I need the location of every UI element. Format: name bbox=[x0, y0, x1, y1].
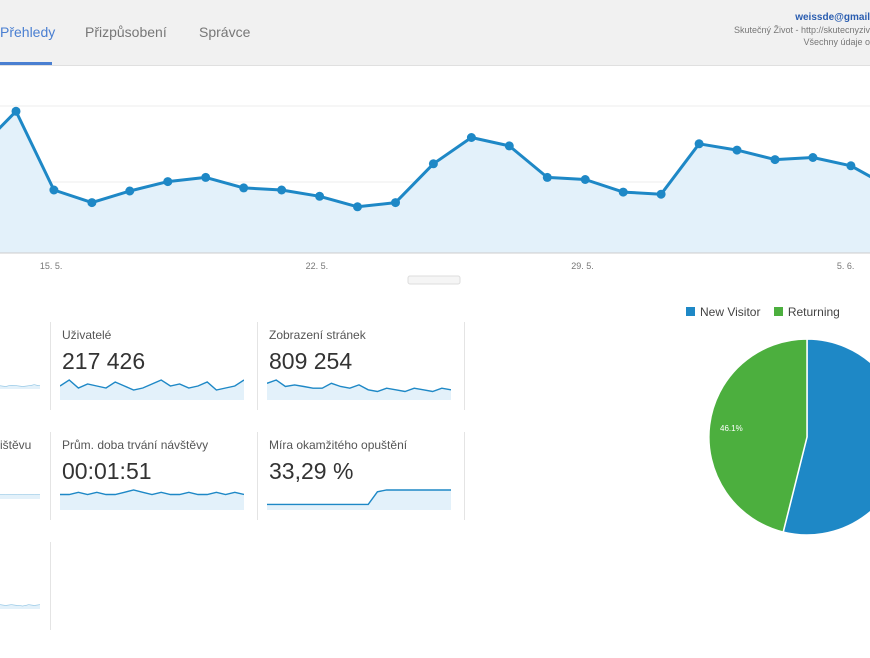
tile-divider bbox=[50, 542, 51, 630]
pie-slice-returning bbox=[708, 338, 808, 534]
tile-divider bbox=[464, 432, 465, 520]
sparkline-area bbox=[267, 380, 451, 400]
account-info[interactable]: weissde@gmail Skutečný Život - http://sk… bbox=[680, 12, 870, 48]
tab-customization[interactable]: Přizpůsobení bbox=[85, 24, 167, 40]
sparkline-area bbox=[0, 604, 40, 610]
account-view: Všechny údaje o bbox=[803, 37, 870, 47]
legend-label: Returning bbox=[787, 305, 840, 319]
sparkline-line bbox=[60, 379, 244, 391]
legend-label: New Visitor bbox=[700, 305, 761, 319]
data-point-18 bbox=[656, 189, 666, 199]
data-point-2 bbox=[49, 185, 59, 195]
data-point-7 bbox=[239, 183, 249, 193]
data-point-11 bbox=[391, 198, 400, 208]
data-point-17 bbox=[618, 187, 628, 197]
sparkline-area bbox=[60, 380, 244, 400]
tab-admin[interactable]: Správce bbox=[199, 24, 251, 40]
active-tab-indicator bbox=[0, 62, 52, 65]
metric-label: ištěvu bbox=[0, 438, 32, 452]
tile-divider bbox=[257, 322, 258, 410]
data-point-9 bbox=[315, 191, 325, 201]
metric-sparkline bbox=[0, 384, 40, 390]
metric-sparkline bbox=[267, 379, 451, 400]
x-tick-label: 5. 6. bbox=[837, 261, 855, 271]
sparkline-line bbox=[0, 604, 40, 607]
tile-divider bbox=[257, 432, 258, 520]
tile-divider bbox=[50, 432, 51, 520]
data-point-4 bbox=[125, 186, 135, 196]
chart-points bbox=[11, 106, 856, 212]
metric-tile-partial-1[interactable] bbox=[0, 322, 46, 410]
metric-value: 33,29 % bbox=[269, 458, 354, 484]
data-point-19 bbox=[694, 139, 704, 149]
data-point-1 bbox=[11, 106, 21, 116]
data-point-20 bbox=[732, 145, 742, 155]
legend-swatch bbox=[773, 307, 783, 316]
metric-label: Zobrazení stránek bbox=[269, 328, 366, 342]
metric-sparkline bbox=[60, 379, 244, 400]
data-point-15 bbox=[542, 172, 552, 182]
metric-tile-partial-2[interactable]: ištěvu bbox=[0, 432, 46, 520]
legend-item-returning[interactable]: Returning bbox=[773, 305, 840, 319]
metric-value: 217 426 bbox=[62, 348, 146, 374]
metric-label: Uživatelé bbox=[62, 328, 112, 342]
sparkline-line bbox=[0, 384, 40, 387]
metric-sparkline bbox=[267, 489, 451, 510]
x-tick-label: 22. 5. bbox=[306, 261, 329, 271]
tile-divider bbox=[464, 322, 465, 410]
sparkline-line bbox=[267, 489, 451, 506]
metric-value: 00:01:51 bbox=[62, 458, 152, 484]
sparkline-line bbox=[267, 379, 451, 393]
tab-reports[interactable]: Přehledy bbox=[0, 24, 56, 40]
data-point-10 bbox=[353, 202, 362, 212]
chart-x-ticks: 15. 5. 22. 5. 29. 5. 5. 6. bbox=[40, 261, 855, 271]
metric-label: Prům. doba trvání návštěvy bbox=[62, 438, 209, 452]
pie-slice-new-visitor bbox=[782, 338, 870, 536]
data-point-6 bbox=[201, 172, 211, 182]
data-point-14 bbox=[504, 141, 514, 151]
metric-value: 809 254 bbox=[269, 348, 353, 374]
data-point-8 bbox=[277, 185, 287, 195]
tile-divider bbox=[50, 322, 51, 410]
sparkline-area bbox=[0, 384, 40, 390]
metric-tile-bounce-rate[interactable]: Míra okamžitého opuštění 33,29 % bbox=[261, 432, 467, 520]
metric-sparkline bbox=[0, 604, 40, 610]
data-point-23 bbox=[846, 161, 856, 171]
metric-sparkline bbox=[60, 489, 244, 510]
top-navigation: Přehledy Přizpůsobení Správce weissde@gm… bbox=[0, 0, 870, 66]
account-property: Skutečný Život - http://skutecnyziv bbox=[733, 25, 870, 35]
chart-resize-handle[interactable] bbox=[407, 275, 461, 285]
metric-sparkline bbox=[0, 494, 40, 500]
metric-tile-avg-session-duration[interactable]: Prům. doba trvání návštěvy 00:01:51 bbox=[54, 432, 260, 520]
pie-legend: New Visitor Returning bbox=[686, 305, 850, 319]
x-tick-label: 29. 5. bbox=[571, 261, 594, 271]
x-tick-label: 15. 5. bbox=[40, 261, 63, 271]
data-point-22 bbox=[808, 153, 818, 162]
sparkline-area bbox=[267, 490, 451, 510]
data-point-12 bbox=[428, 159, 438, 169]
metric-tile-partial-3[interactable] bbox=[0, 542, 46, 630]
sparkline-area bbox=[0, 494, 40, 500]
legend-swatch bbox=[686, 307, 695, 316]
data-point-5 bbox=[163, 177, 173, 187]
metric-tile-users[interactable]: Uživatelé 217 426 bbox=[54, 322, 260, 410]
data-point-21 bbox=[770, 155, 780, 165]
data-point-13 bbox=[466, 133, 476, 142]
legend-item-new-visitor[interactable]: New Visitor bbox=[686, 305, 760, 319]
data-point-3 bbox=[87, 198, 97, 208]
sparkline-line bbox=[60, 489, 244, 496]
chart-area bbox=[0, 111, 870, 253]
visitor-type-pie-chart[interactable]: 46.1% bbox=[700, 335, 870, 545]
metric-label: Míra okamžitého opuštění bbox=[269, 438, 408, 452]
account-email[interactable]: weissde@gmail bbox=[795, 12, 870, 23]
data-point-16 bbox=[580, 175, 590, 184]
metric-tile-pageviews[interactable]: Zobrazení stránek 809 254 bbox=[261, 322, 467, 410]
sessions-line-chart[interactable]: 15. 5. 22. 5. 29. 5. 5. 6. bbox=[0, 96, 870, 286]
pie-slice-label-returning: 46.1% bbox=[720, 424, 743, 433]
